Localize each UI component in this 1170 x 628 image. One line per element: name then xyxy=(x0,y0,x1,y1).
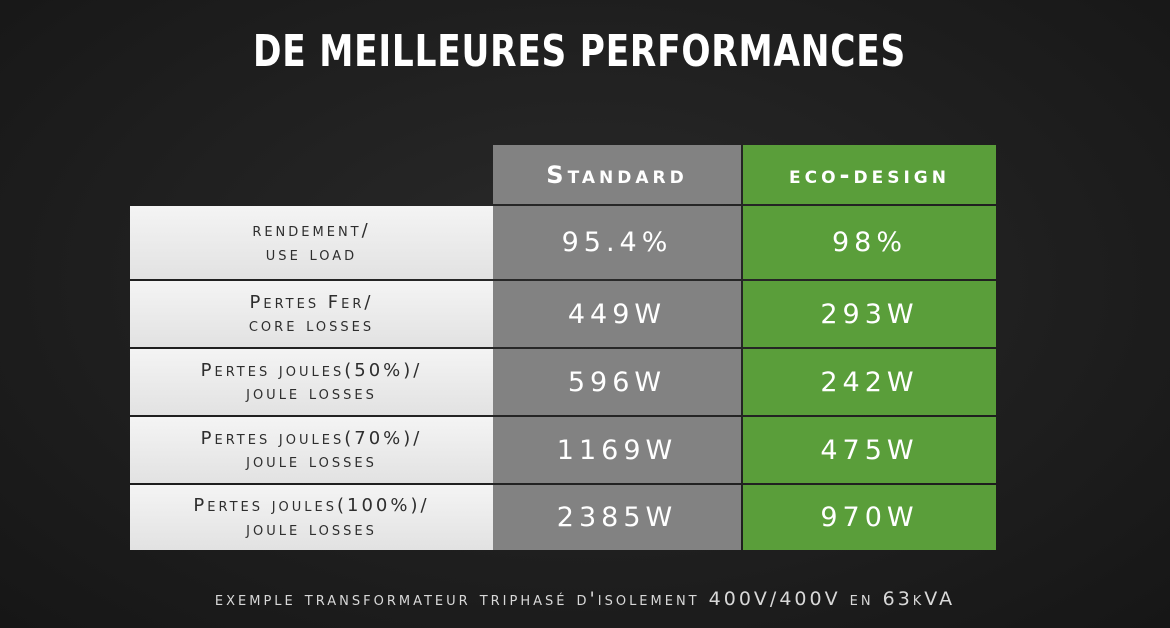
standard-value: 596W xyxy=(493,349,741,415)
eco-design-value: 293W xyxy=(743,281,996,347)
page-title: DE MEILLEURES PERFORMANCES xyxy=(253,26,906,77)
table-row: Pertes Fer/ core losses 449W 293W xyxy=(130,281,996,347)
table-row: Pertes joules(50%)/ joule losses 596W 24… xyxy=(130,349,996,415)
table-row: Pertes joules(70%)/ joule losses 1169W 4… xyxy=(130,417,996,483)
row-label: Pertes joules(70%)/ joule losses xyxy=(130,417,493,483)
standard-value: 1169W xyxy=(493,417,741,483)
standard-value: 95.4% xyxy=(493,206,741,279)
row-label: Pertes Fer/ core losses xyxy=(130,281,493,347)
table-row: rendement/ use load 95.4% 98% xyxy=(130,206,996,279)
column-header-standard: Standard xyxy=(493,145,741,204)
footnote: exemple transformateur triphasé d'isolem… xyxy=(214,588,956,610)
standard-value: 2385W xyxy=(493,485,741,550)
eco-design-value: 98% xyxy=(743,206,996,279)
eco-design-value: 970W xyxy=(743,485,996,550)
standard-value: 449W xyxy=(493,281,741,347)
eco-design-value: 242W xyxy=(743,349,996,415)
row-label: Pertes joules(50%)/ joule losses xyxy=(130,349,493,415)
row-label: Pertes joules(100%)/ joule losses xyxy=(130,485,493,550)
table-row: Pertes joules(100%)/ joule losses 2385W … xyxy=(130,485,996,550)
column-header-eco-design: eco-design xyxy=(743,145,996,204)
row-label: rendement/ use load xyxy=(130,206,493,279)
eco-design-value: 475W xyxy=(743,417,996,483)
